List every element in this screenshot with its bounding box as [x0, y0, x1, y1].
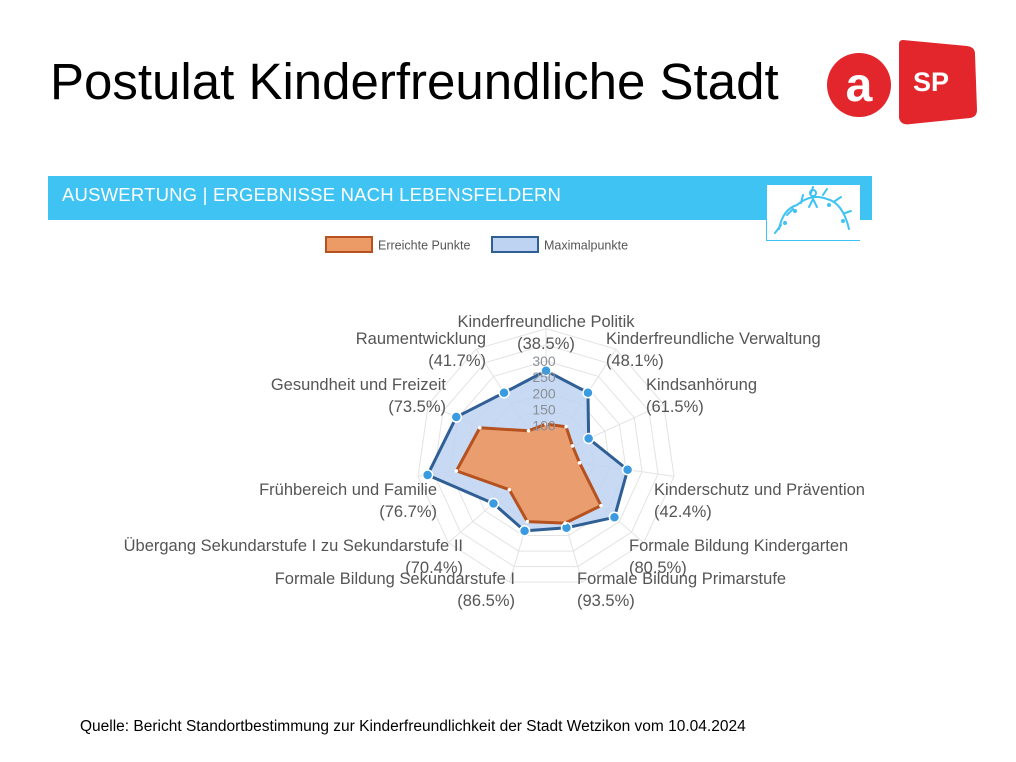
legend-swatch-erreichte-punkte: [325, 236, 373, 253]
chart-banner: AUSWERTUNG | ERGEBNISSE NACH LEBENSFELDE…: [48, 176, 872, 241]
achieved-point-marker: [544, 422, 548, 426]
grid-ring: [449, 360, 643, 552]
children-icon: [774, 186, 852, 234]
achieved-point-marker: [526, 428, 531, 433]
category-label: Raumentwicklung: [356, 330, 486, 348]
achieved-point-marker: [454, 469, 459, 473]
banner-title: AUSWERTUNG | ERGEBNISSE NACH LEBENSFELDE…: [62, 184, 562, 205]
party-logo-letter: a: [846, 59, 873, 112]
max-point-marker: [487, 497, 500, 510]
grid-ring: [433, 344, 659, 568]
legend-label-maximalpunkte: Maximalpunkte: [544, 239, 628, 253]
category-percentage: (48.1%): [606, 352, 664, 370]
max-point-marker: [421, 469, 434, 481]
achieved-point-marker: [563, 521, 567, 525]
radial-tick-label: 100: [532, 418, 556, 434]
category-percentage: (73.5%): [388, 398, 446, 416]
category-label: Übergang Sekundarstufe I zu Sekundarstuf…: [124, 537, 463, 555]
achieved-point-marker: [564, 424, 568, 429]
legend-label-erreichte-punkte: Erreichte Punkte: [378, 239, 470, 253]
category-percentage: (42.4%): [654, 503, 712, 521]
achieved-point-marker: [599, 503, 603, 508]
category-label: Formale Bildung Sekundarstufe I: [275, 570, 515, 588]
category-percentage: (80.5%): [629, 559, 687, 577]
category-label: Formale Bildung Primarstufe: [577, 570, 786, 588]
category-label: Gesundheit und Freizeit: [271, 376, 447, 394]
category-labels: Kinderfreundliche Politik (38.5%) Kinderfr…: [124, 313, 865, 610]
slide-title: Postulat Kinderfreundliche Stadt: [50, 53, 779, 110]
category-label: Frühbereich und Familie: [259, 481, 437, 499]
radial-tick-label: 250: [532, 369, 556, 385]
achieved-point-marker: [507, 487, 512, 492]
category-label: Kinderschutz und Prävention: [654, 481, 865, 499]
category-label: Kindsanhörung: [646, 376, 757, 394]
sp-logo-text: SP: [913, 67, 949, 97]
chart-legend: Erreichte Punkte Maximalpunkte: [325, 236, 628, 253]
category-percentage: (86.5%): [457, 592, 515, 610]
achieved-point-marker: [577, 461, 582, 465]
max-point-marker: [540, 364, 552, 377]
category-percentage: (76.7%): [379, 503, 437, 521]
sp-logo: SP: [899, 40, 977, 125]
category-label: Kinderfreundliche Verwaltung: [606, 330, 821, 348]
max-point-marker: [518, 525, 531, 537]
category-percentage: (70.4%): [405, 559, 463, 577]
category-label: Kinderfreundliche Politik: [457, 313, 635, 331]
radar-series: [421, 364, 634, 537]
category-percentage: (61.5%): [646, 398, 704, 416]
max-point-marker: [582, 432, 595, 445]
radial-tick-label: 200: [532, 385, 556, 401]
max-point-marker: [582, 386, 594, 399]
max-point-marker: [498, 386, 510, 399]
category-percentage: (93.5%): [577, 592, 635, 610]
children-logo: [766, 185, 860, 241]
series-erreichte-punkte-area: [454, 422, 603, 525]
achieved-point-marker: [525, 519, 530, 524]
legend-swatch-maximalpunkte: [491, 236, 539, 253]
max-point-marker: [608, 511, 621, 524]
radial-tick-label: 150: [532, 402, 556, 418]
max-point-marker: [450, 411, 463, 423]
grid-ring: [417, 328, 675, 583]
party-logo: a: [827, 53, 891, 117]
category-label: Formale Bildung Kindergarten: [629, 537, 848, 555]
radial-tick-label: 300: [532, 353, 556, 369]
category-percentage: (41.7%): [428, 352, 486, 370]
source-note: Quelle: Bericht Standortbestimmung zur K…: [80, 718, 746, 735]
category-percentage: (38.5%): [517, 335, 575, 353]
achieved-point-marker: [478, 425, 482, 430]
achieved-point-marker: [570, 444, 575, 448]
max-point-marker: [621, 463, 634, 476]
